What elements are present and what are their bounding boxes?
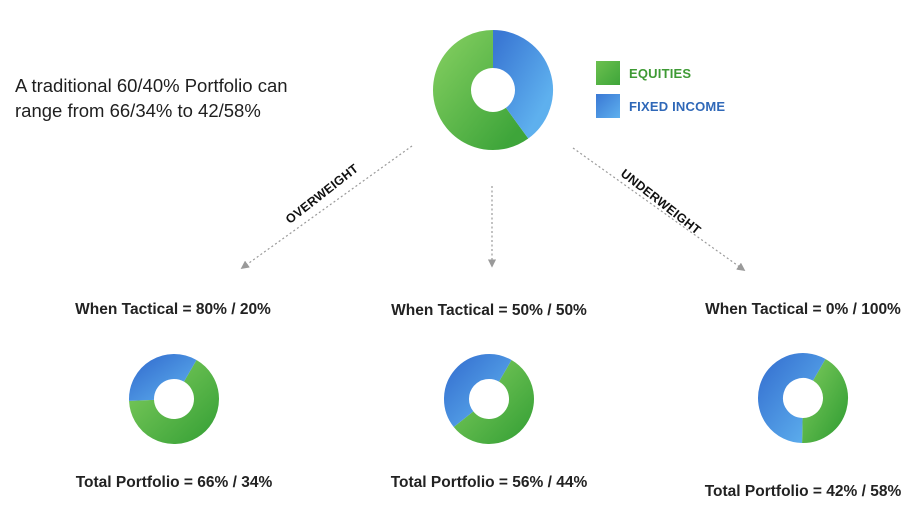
slice-equities	[129, 360, 219, 444]
slice-equities	[433, 30, 529, 150]
donut-underweight	[758, 353, 848, 443]
total-label-left: Total Portfolio = 66% / 34%	[75, 474, 273, 491]
total-label-center: Total Portfolio = 56% / 44%	[390, 474, 588, 491]
legend-swatch-fixed-income	[596, 94, 620, 118]
legend-item-fixed-income: FIXED INCOME	[596, 93, 725, 119]
tactical-label-left: When Tactical = 80% / 20%	[75, 301, 271, 318]
slice-fixed-income	[129, 354, 197, 401]
arrow-overweight	[240, 145, 413, 269]
arrow-underweight	[572, 147, 746, 271]
donut-neutral	[444, 354, 534, 444]
headline-line-2: range from 66/34% to 42/58%	[15, 100, 261, 121]
donut-overweight	[129, 354, 219, 444]
slice-equities	[453, 360, 534, 444]
legend: EQUITIES FIXED INCOME	[596, 60, 725, 126]
slice-equities	[801, 359, 848, 443]
slice-fixed-income	[444, 354, 512, 427]
slice-fixed-income	[758, 353, 826, 443]
tactical-label-right: When Tactical = 0% / 100%	[705, 301, 901, 318]
legend-label-equities: EQUITIES	[629, 65, 692, 81]
slice-fixed-income	[491, 30, 553, 139]
donut-main	[433, 30, 553, 150]
headline-line-1: A traditional 60/40% Portfolio can	[15, 75, 288, 96]
legend-swatch-equities	[596, 61, 620, 85]
total-label-right: Total Portfolio = 42% / 58%	[704, 483, 902, 500]
legend-item-equities: EQUITIES	[596, 60, 725, 86]
headline: A traditional 60/40% Portfolio can range…	[15, 73, 375, 123]
tactical-label-center: When Tactical = 50% / 50%	[391, 302, 587, 319]
legend-label-fixed-income: FIXED INCOME	[629, 98, 726, 114]
